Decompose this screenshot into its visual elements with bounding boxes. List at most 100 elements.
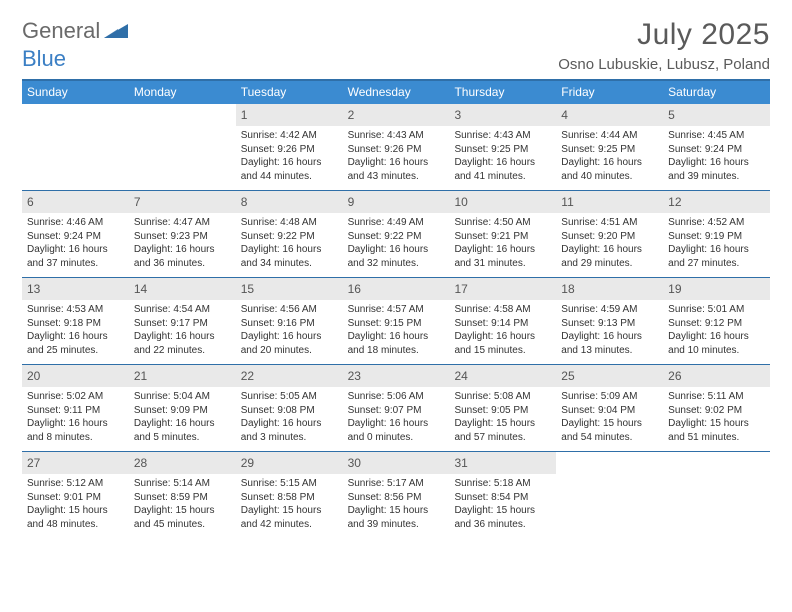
daylight-line: Daylight: 16 hours and 0 minutes. [348, 417, 445, 444]
day-number: 19 [663, 278, 770, 300]
day-cell: 8Sunrise: 4:48 AMSunset: 9:22 PMDaylight… [236, 191, 343, 277]
day-number: 15 [236, 278, 343, 300]
day-cell: 15Sunrise: 4:56 AMSunset: 9:16 PMDayligh… [236, 278, 343, 364]
sunrise-line: Sunrise: 4:56 AM [241, 303, 338, 317]
sunset-line: Sunset: 8:56 PM [348, 491, 445, 505]
day-cell: 31Sunrise: 5:18 AMSunset: 8:54 PMDayligh… [449, 452, 556, 538]
daylight-line: Daylight: 16 hours and 43 minutes. [348, 156, 445, 183]
day-body: Sunrise: 5:02 AMSunset: 9:11 PMDaylight:… [22, 387, 129, 449]
sunset-line: Sunset: 9:26 PM [348, 143, 445, 157]
sunrise-line: Sunrise: 5:14 AM [134, 477, 231, 491]
sunrise-line: Sunrise: 5:06 AM [348, 390, 445, 404]
daylight-line: Daylight: 16 hours and 18 minutes. [348, 330, 445, 357]
day-body: Sunrise: 4:45 AMSunset: 9:24 PMDaylight:… [663, 126, 770, 188]
day-number: 21 [129, 365, 236, 387]
dow-header: Thursday [449, 81, 556, 104]
location-text: Osno Lubuskie, Lubusz, Poland [558, 56, 770, 73]
sunrise-line: Sunrise: 4:49 AM [348, 216, 445, 230]
day-body: Sunrise: 4:53 AMSunset: 9:18 PMDaylight:… [22, 300, 129, 362]
sunset-line: Sunset: 9:17 PM [134, 317, 231, 331]
daylight-line: Daylight: 16 hours and 22 minutes. [134, 330, 231, 357]
day-body: Sunrise: 4:59 AMSunset: 9:13 PMDaylight:… [556, 300, 663, 362]
sunrise-line: Sunrise: 5:15 AM [241, 477, 338, 491]
day-number: 10 [449, 191, 556, 213]
day-cell: 17Sunrise: 4:58 AMSunset: 9:14 PMDayligh… [449, 278, 556, 364]
sunset-line: Sunset: 9:22 PM [241, 230, 338, 244]
day-cell: 9Sunrise: 4:49 AMSunset: 9:22 PMDaylight… [343, 191, 450, 277]
daylight-line: Daylight: 16 hours and 3 minutes. [241, 417, 338, 444]
sunrise-line: Sunrise: 5:11 AM [668, 390, 765, 404]
day-number: 3 [449, 104, 556, 126]
week-row: 27Sunrise: 5:12 AMSunset: 9:01 PMDayligh… [22, 452, 770, 538]
day-number: 11 [556, 191, 663, 213]
day-number: 7 [129, 191, 236, 213]
dow-header: Monday [129, 81, 236, 104]
day-cell: 25Sunrise: 5:09 AMSunset: 9:04 PMDayligh… [556, 365, 663, 451]
day-number: 28 [129, 452, 236, 474]
day-cell: 30Sunrise: 5:17 AMSunset: 8:56 PMDayligh… [343, 452, 450, 538]
sunrise-line: Sunrise: 4:52 AM [668, 216, 765, 230]
title-block: July 2025 Osno Lubuskie, Lubusz, Poland [558, 18, 770, 73]
sunrise-line: Sunrise: 4:45 AM [668, 129, 765, 143]
day-number: 24 [449, 365, 556, 387]
day-body: Sunrise: 4:48 AMSunset: 9:22 PMDaylight:… [236, 213, 343, 275]
week-row: 13Sunrise: 4:53 AMSunset: 9:18 PMDayligh… [22, 278, 770, 365]
daylight-line: Daylight: 15 hours and 45 minutes. [134, 504, 231, 531]
sunrise-line: Sunrise: 4:58 AM [454, 303, 551, 317]
day-number: 14 [129, 278, 236, 300]
daylight-line: Daylight: 15 hours and 39 minutes. [348, 504, 445, 531]
day-cell: 12Sunrise: 4:52 AMSunset: 9:19 PMDayligh… [663, 191, 770, 277]
sunset-line: Sunset: 9:05 PM [454, 404, 551, 418]
day-cell: 20Sunrise: 5:02 AMSunset: 9:11 PMDayligh… [22, 365, 129, 451]
daylight-line: Daylight: 16 hours and 37 minutes. [27, 243, 124, 270]
day-number: 9 [343, 191, 450, 213]
day-cell: 13Sunrise: 4:53 AMSunset: 9:18 PMDayligh… [22, 278, 129, 364]
day-body: Sunrise: 4:47 AMSunset: 9:23 PMDaylight:… [129, 213, 236, 275]
daylight-line: Daylight: 15 hours and 51 minutes. [668, 417, 765, 444]
calendar: SundayMondayTuesdayWednesdayThursdayFrid… [22, 79, 770, 538]
logo-word-2: Blue [22, 46, 66, 71]
day-body: Sunrise: 4:54 AMSunset: 9:17 PMDaylight:… [129, 300, 236, 362]
day-cell: 26Sunrise: 5:11 AMSunset: 9:02 PMDayligh… [663, 365, 770, 451]
day-cell: 27Sunrise: 5:12 AMSunset: 9:01 PMDayligh… [22, 452, 129, 538]
daylight-line: Daylight: 16 hours and 13 minutes. [561, 330, 658, 357]
day-body: Sunrise: 4:56 AMSunset: 9:16 PMDaylight:… [236, 300, 343, 362]
sunrise-line: Sunrise: 4:51 AM [561, 216, 658, 230]
day-body: Sunrise: 5:18 AMSunset: 8:54 PMDaylight:… [449, 474, 556, 536]
daylight-line: Daylight: 16 hours and 39 minutes. [668, 156, 765, 183]
sunrise-line: Sunrise: 5:01 AM [668, 303, 765, 317]
sunset-line: Sunset: 9:12 PM [668, 317, 765, 331]
day-body: Sunrise: 4:42 AMSunset: 9:26 PMDaylight:… [236, 126, 343, 188]
day-number: 5 [663, 104, 770, 126]
day-number: 6 [22, 191, 129, 213]
sunrise-line: Sunrise: 4:50 AM [454, 216, 551, 230]
day-body: Sunrise: 5:08 AMSunset: 9:05 PMDaylight:… [449, 387, 556, 449]
day-cell: 21Sunrise: 5:04 AMSunset: 9:09 PMDayligh… [129, 365, 236, 451]
logo: General [22, 18, 130, 44]
dow-header: Wednesday [343, 81, 450, 104]
day-cell: 2Sunrise: 4:43 AMSunset: 9:26 PMDaylight… [343, 104, 450, 190]
sunset-line: Sunset: 9:18 PM [27, 317, 124, 331]
day-number: 26 [663, 365, 770, 387]
dow-header: Tuesday [236, 81, 343, 104]
sunset-line: Sunset: 9:09 PM [134, 404, 231, 418]
day-number: 16 [343, 278, 450, 300]
day-body: Sunrise: 4:57 AMSunset: 9:15 PMDaylight:… [343, 300, 450, 362]
daylight-line: Daylight: 15 hours and 42 minutes. [241, 504, 338, 531]
logo-word-1: General [22, 18, 100, 44]
logo-mark-icon [104, 20, 128, 43]
sunrise-line: Sunrise: 4:53 AM [27, 303, 124, 317]
sunset-line: Sunset: 9:23 PM [134, 230, 231, 244]
day-cell: 16Sunrise: 4:57 AMSunset: 9:15 PMDayligh… [343, 278, 450, 364]
day-cell: 19Sunrise: 5:01 AMSunset: 9:12 PMDayligh… [663, 278, 770, 364]
daylight-line: Daylight: 16 hours and 15 minutes. [454, 330, 551, 357]
sunrise-line: Sunrise: 4:47 AM [134, 216, 231, 230]
sunset-line: Sunset: 9:13 PM [561, 317, 658, 331]
day-body: Sunrise: 4:58 AMSunset: 9:14 PMDaylight:… [449, 300, 556, 362]
dow-row: SundayMondayTuesdayWednesdayThursdayFrid… [22, 81, 770, 104]
day-number: 17 [449, 278, 556, 300]
day-body: Sunrise: 5:11 AMSunset: 9:02 PMDaylight:… [663, 387, 770, 449]
day-cell: 7Sunrise: 4:47 AMSunset: 9:23 PMDaylight… [129, 191, 236, 277]
sunrise-line: Sunrise: 4:57 AM [348, 303, 445, 317]
day-cell: 5Sunrise: 4:45 AMSunset: 9:24 PMDaylight… [663, 104, 770, 190]
